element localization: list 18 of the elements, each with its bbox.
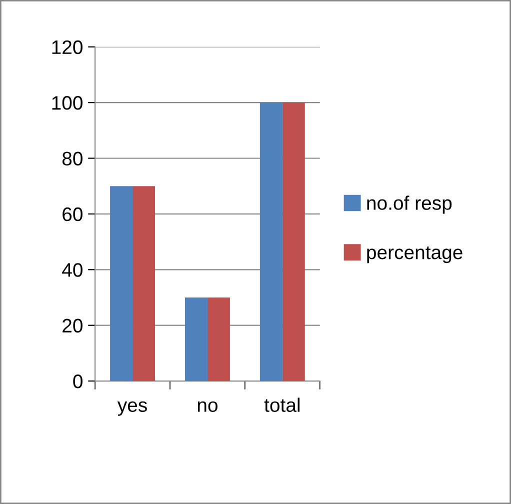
bar	[260, 102, 282, 382]
y-tick-label: 0	[73, 374, 82, 388]
y-tick-label: 80	[62, 152, 82, 166]
y-tick-label: 20	[62, 318, 82, 333]
bar	[110, 186, 133, 382]
x-tick-label: no	[198, 401, 218, 412]
bar	[132, 186, 156, 382]
legend-label: no.of resp	[367, 196, 452, 214]
bar	[184, 297, 208, 382]
x-tick-label: total	[264, 398, 300, 412]
legend-label: percentage	[367, 246, 462, 264]
y-tick-label: 60	[62, 207, 82, 222]
y-tick-label: 100	[52, 96, 82, 110]
y-tick-label: 40	[62, 263, 82, 277]
bar	[207, 297, 230, 382]
y-tick-label: 120	[52, 40, 82, 54]
bar	[282, 102, 305, 382]
x-tick-label: yes	[117, 401, 147, 416]
